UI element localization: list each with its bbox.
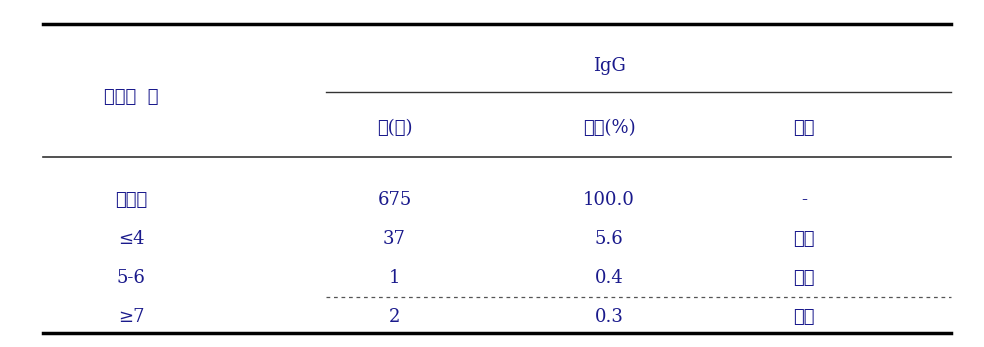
Text: 5-6: 5-6 bbox=[116, 269, 146, 287]
Text: 미시행: 미시행 bbox=[115, 191, 148, 209]
Text: 0.3: 0.3 bbox=[594, 308, 624, 326]
Text: 2: 2 bbox=[389, 308, 400, 326]
Text: 1: 1 bbox=[389, 269, 400, 287]
Text: 누적(%): 누적(%) bbox=[583, 119, 636, 137]
Text: 5.6: 5.6 bbox=[594, 230, 624, 248]
Text: 음성: 음성 bbox=[793, 230, 815, 248]
Text: 100.0: 100.0 bbox=[584, 191, 635, 209]
Text: 항체값  합: 항체값 합 bbox=[103, 88, 158, 106]
Text: ≥7: ≥7 bbox=[118, 308, 145, 326]
Text: 수(명): 수(명) bbox=[377, 119, 412, 137]
Text: IgG: IgG bbox=[592, 57, 626, 75]
Text: 양성: 양성 bbox=[793, 308, 815, 326]
Text: 675: 675 bbox=[377, 191, 411, 209]
Text: 경계: 경계 bbox=[793, 269, 815, 287]
Text: 결과: 결과 bbox=[793, 119, 815, 137]
Text: -: - bbox=[801, 191, 807, 209]
Text: 0.4: 0.4 bbox=[594, 269, 624, 287]
Text: 37: 37 bbox=[383, 230, 405, 248]
Text: ≤4: ≤4 bbox=[118, 230, 145, 248]
